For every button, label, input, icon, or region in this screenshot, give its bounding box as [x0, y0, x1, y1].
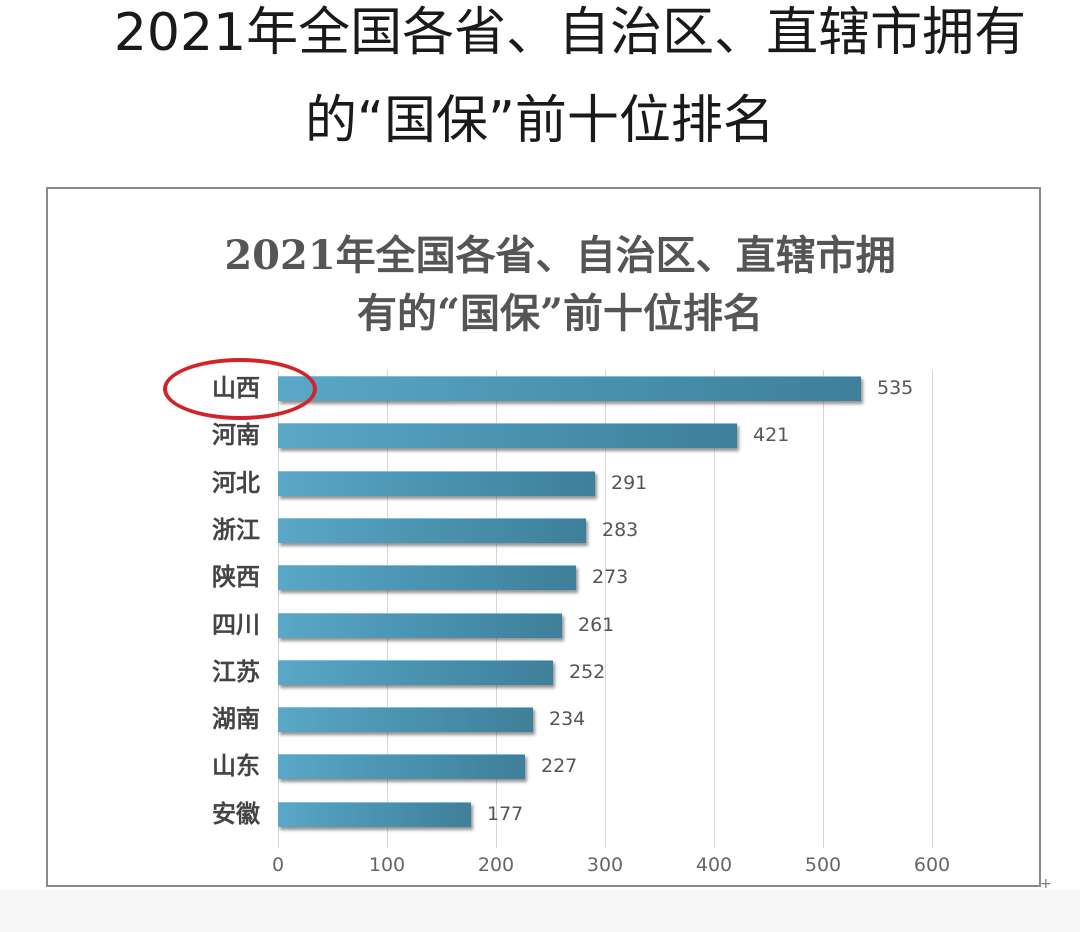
bar [278, 518, 586, 543]
page-title-line2: 的“国保”前十位排名 [305, 91, 775, 151]
value-label: 291 [611, 472, 648, 494]
x-tick-label: 500 [804, 854, 842, 876]
value-label: 234 [549, 708, 586, 730]
category-label: 江苏 [212, 657, 260, 686]
category-label: 山东 [212, 751, 260, 780]
category-label: 陕西 [212, 562, 260, 591]
gridline [932, 370, 933, 848]
highlight-ellipse [163, 358, 317, 420]
gridline [714, 370, 715, 848]
value-label: 227 [541, 755, 578, 777]
value-label: 273 [592, 566, 629, 588]
gridline [387, 370, 388, 848]
gridline [605, 370, 606, 848]
gridline [823, 370, 824, 848]
bar [278, 471, 595, 496]
bar [278, 660, 553, 685]
page-title-line1: 2021年全国各省、自治区、直辖市拥有 [113, 3, 1027, 63]
bar [278, 613, 562, 638]
resize-mark-icon: + [1040, 876, 1052, 892]
chart-title-line1: 2021年全国各省、自治区、直辖市拥 [224, 232, 896, 279]
category-label: 安徽 [212, 799, 260, 828]
x-tick-label: 200 [477, 854, 515, 876]
value-label: 535 [877, 377, 914, 399]
value-label: 421 [753, 424, 790, 446]
bar [278, 802, 471, 827]
bottom-strip [0, 890, 1080, 932]
bar [278, 707, 533, 732]
x-tick-label: 600 [913, 854, 951, 876]
x-tick-label: 400 [695, 854, 733, 876]
x-tick-label: 100 [368, 854, 406, 876]
category-label: 浙江 [212, 515, 260, 544]
chart-title-line2: 有的“国保”前十位排名 [356, 290, 763, 337]
gridline [278, 370, 279, 848]
category-label: 四川 [212, 610, 260, 639]
bar [278, 376, 861, 401]
x-tick-label: 0 [271, 854, 285, 876]
gridline [496, 370, 497, 848]
value-label: 283 [602, 519, 639, 541]
category-label: 河北 [212, 468, 260, 497]
value-label: 252 [569, 661, 606, 683]
bar [278, 754, 525, 779]
bar [278, 423, 737, 448]
x-tick-label: 300 [586, 854, 624, 876]
value-label: 261 [578, 614, 615, 636]
category-label: 湖南 [212, 704, 260, 733]
bar [278, 565, 576, 590]
value-label: 177 [487, 803, 524, 825]
category-label: 河南 [212, 420, 260, 449]
